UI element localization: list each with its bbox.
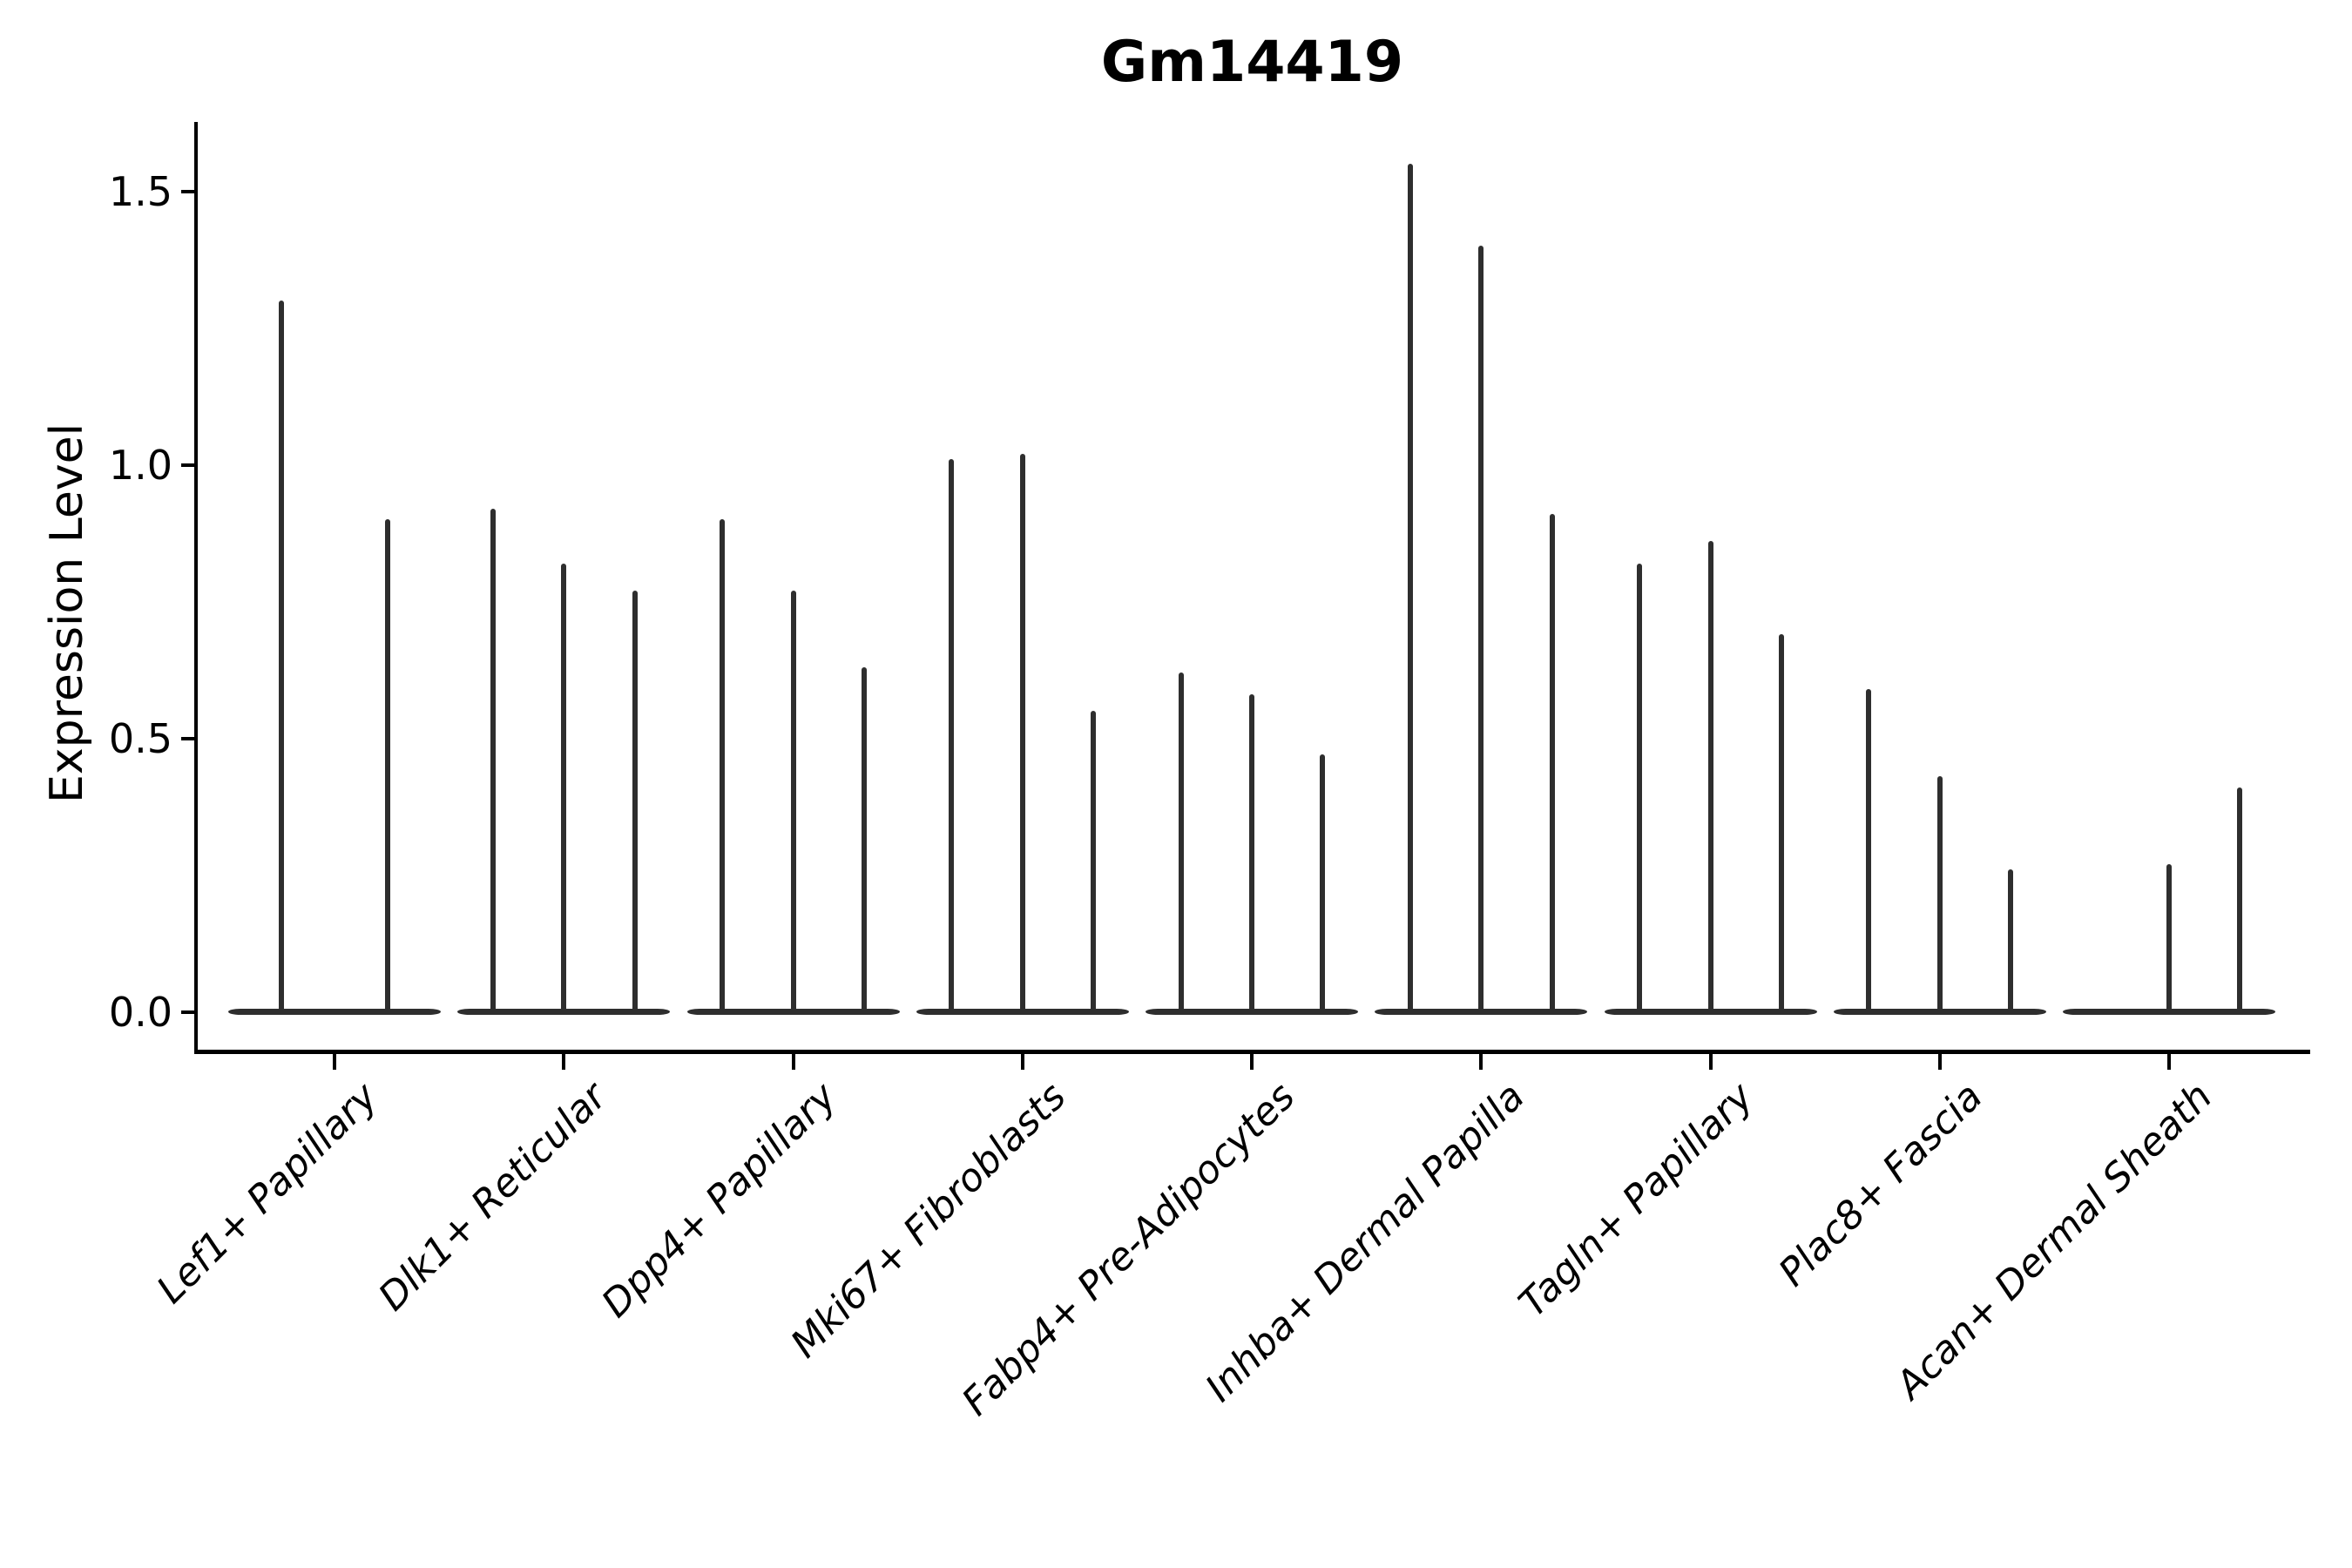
x-tick-mark [1020, 1054, 1024, 1070]
x-tick-mark [1937, 1054, 1942, 1070]
violin-spike [2237, 787, 2243, 1012]
violin-base [686, 1009, 900, 1015]
y-tick-mark [181, 1010, 194, 1014]
violin-base [916, 1009, 1129, 1015]
violin-spike [279, 301, 284, 1012]
violin-spike [385, 519, 390, 1012]
violin-base [1146, 1009, 1358, 1015]
violin-spike [561, 563, 567, 1012]
x-tick-mark [562, 1054, 566, 1070]
violin-spike [861, 666, 867, 1012]
violin-spike [1478, 246, 1484, 1012]
y-axis-spine [194, 122, 198, 1054]
violin-spike [1091, 711, 1097, 1012]
violin-spike [1866, 688, 1872, 1012]
violin-spike [1407, 164, 1413, 1012]
y-tick-label: 1.0 [108, 441, 172, 489]
y-tick-label: 0.5 [108, 714, 172, 762]
x-tick-label: Dpp4+ Papillary [592, 1074, 845, 1327]
x-tick-mark [1479, 1054, 1484, 1070]
x-tick-mark [1250, 1054, 1254, 1070]
violin-base [1375, 1009, 1588, 1015]
violin-spike [1936, 776, 1943, 1012]
violin-spike [1707, 541, 1713, 1012]
violin-spike [1019, 453, 1025, 1012]
violin-spike [949, 459, 955, 1012]
x-tick-label: Lef1+ Papillary [148, 1074, 387, 1313]
y-tick-mark [181, 736, 194, 740]
violin-base [1833, 1009, 2046, 1015]
violin-base [228, 1009, 441, 1015]
violin-spike [490, 508, 496, 1012]
violin-base [1604, 1009, 1817, 1015]
violin-spike [1320, 754, 1326, 1012]
y-tick-mark [181, 463, 194, 467]
x-tick-mark [2167, 1054, 2171, 1070]
violin-base [2063, 1009, 2275, 1015]
x-tick-mark [791, 1054, 795, 1070]
x-tick-mark [1708, 1054, 1713, 1070]
violin-spike [1178, 672, 1184, 1012]
x-axis-spine [194, 1050, 2310, 1054]
violin-spike [1549, 514, 1555, 1012]
x-tick-label: Tagln+ Papillary [1511, 1074, 1762, 1327]
y-tick-mark [181, 189, 194, 193]
violin-spike [2166, 863, 2172, 1012]
violin-spike [2008, 869, 2014, 1012]
x-tick-mark [333, 1054, 336, 1070]
y-tick-label: 1.5 [108, 167, 172, 215]
violin-spike [1778, 634, 1784, 1012]
x-tick-label: Plac8+ Fascia [1770, 1074, 1992, 1295]
plot-title: Gm14419 [1100, 30, 1404, 95]
violin-spike [1249, 694, 1254, 1012]
violin-base [457, 1009, 671, 1015]
x-tick-label: Dlk1+ Reticular [370, 1074, 616, 1320]
violin-spike [790, 590, 796, 1012]
violin-spike [1637, 563, 1643, 1012]
violin-spike [632, 590, 638, 1012]
violin-spike [720, 519, 726, 1012]
y-tick-label: 0.0 [108, 988, 172, 1036]
